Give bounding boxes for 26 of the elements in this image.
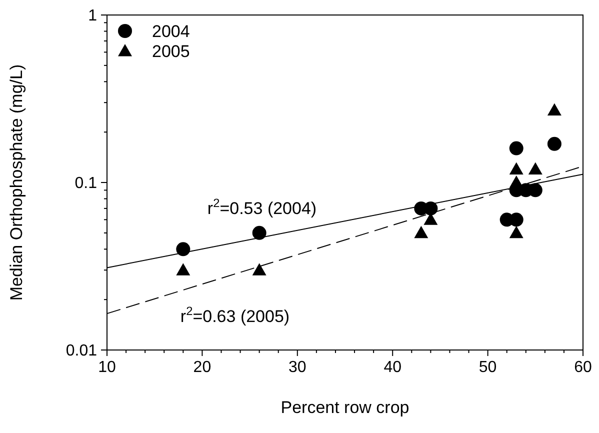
point [414, 226, 428, 238]
legend-label: 2004 [152, 22, 190, 41]
point [176, 263, 190, 276]
y-axis-title: Median Orthophosphate (mg/L) [7, 64, 26, 301]
point [509, 141, 524, 156]
point [547, 136, 562, 151]
x-tick-label: 50 [478, 359, 497, 376]
point [176, 242, 190, 256]
x-tick-label: 10 [98, 359, 116, 376]
y-tick-label: 0.1 [74, 175, 98, 192]
annotation: r$^{2}$=0.63 (2005) [180, 304, 290, 326]
point [547, 103, 562, 116]
x-tick-label: 30 [288, 359, 306, 376]
x-tick-label: 20 [193, 359, 212, 376]
annotation: r$^{2}$=0.53 (2004) [207, 196, 317, 218]
x-tick-label: 60 [574, 359, 592, 376]
point [252, 263, 266, 276]
x-tick-label: 40 [384, 359, 402, 376]
y-tick-label: 0.01 [66, 342, 98, 360]
point [509, 162, 524, 174]
point [528, 162, 542, 174]
point [252, 226, 266, 240]
x-axis-title: Percent row crop [280, 398, 410, 417]
y-tick-label: 1 [88, 8, 98, 25]
point [509, 226, 524, 238]
legend-label: 2005 [152, 42, 190, 61]
